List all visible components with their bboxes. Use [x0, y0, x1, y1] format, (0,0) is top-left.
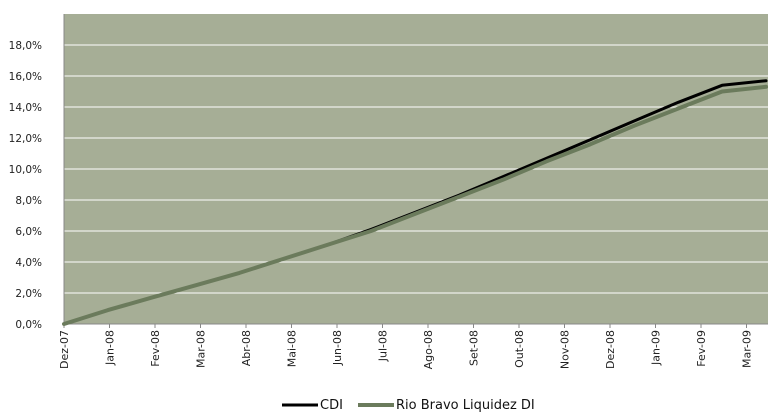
x-tick-label: Fev-08 [149, 330, 162, 367]
y-tick-label: 0,0% [15, 319, 42, 331]
x-tick-label: Set-08 [468, 330, 481, 366]
x-tick-label: Abr-08 [240, 330, 253, 366]
y-tick-label: 6,0% [15, 226, 42, 238]
x-tick-label: Mar-08 [195, 330, 208, 368]
x-tick-label: Jan-09 [650, 330, 663, 366]
x-tick-label: Jul-08 [377, 330, 390, 362]
x-axis-ticks: Dez-07 Jan-08 Fev-08 Mar-08 Abr-08 Mai-08 Jun-… [58, 324, 754, 369]
y-tick-label: 12,0% [9, 133, 42, 145]
legend-label: Rio Bravo Liquidez DI [396, 398, 535, 413]
series-lines [62, 79, 768, 326]
y-tick-label: 16,0% [9, 71, 42, 83]
x-tick-label: Fev-09 [695, 330, 708, 367]
series-line-1 [62, 84, 768, 326]
y-tick-label: 18,0% [9, 40, 42, 52]
x-tick-label: Nov-08 [559, 330, 572, 369]
gridlines [63, 14, 768, 325]
x-tick-label: Ago-08 [422, 330, 435, 369]
x-tick-label: Dez-07 [58, 330, 71, 369]
y-tick-label: 2,0% [15, 288, 42, 300]
legend-label: CDI [320, 398, 343, 413]
y-tick-label: 10,0% [9, 164, 42, 176]
y-tick-label: 14,0% [9, 102, 42, 114]
x-tick-label: Out-08 [513, 330, 526, 368]
y-tick-label: 8,0% [15, 195, 42, 207]
legend: CDI Rio Bravo Liquidez DI [282, 398, 535, 413]
y-axis-ticks: 0,0% 2,0% 4,0% 6,0% 8,0% 10,0% 12,0% 14,0% 16,0%… [9, 40, 42, 331]
x-tick-label: Dez-08 [604, 330, 617, 369]
x-tick-label: Mai-08 [286, 330, 299, 367]
y-tick-label: 4,0% [15, 257, 42, 269]
x-tick-label: Jan-08 [104, 330, 117, 366]
x-tick-label: Mar-09 [741, 330, 754, 368]
x-tick-label: Jun-08 [331, 330, 344, 366]
